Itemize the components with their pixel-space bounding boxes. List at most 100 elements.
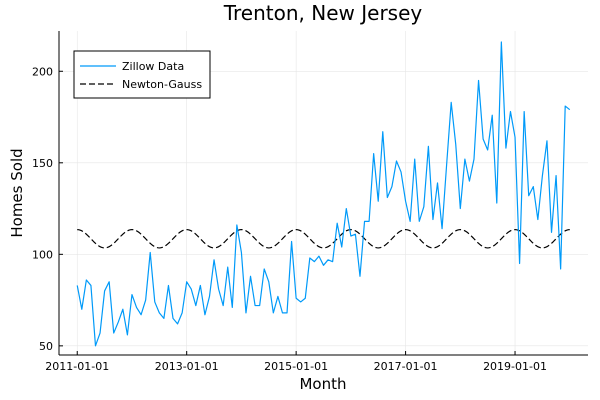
data-point-zillow xyxy=(368,221,370,223)
data-point-zillow xyxy=(159,312,161,314)
data-point-zillow xyxy=(350,235,352,237)
y-tick-label: 200 xyxy=(32,65,53,78)
series-layer xyxy=(76,41,571,347)
data-point-zillow xyxy=(168,285,170,287)
data-point-zillow xyxy=(295,297,297,299)
x-tick-label: 2011-01-01 xyxy=(45,360,109,373)
x-tick-label: 2013-01-01 xyxy=(155,360,219,373)
data-point-zillow xyxy=(373,153,375,155)
data-point-zillow xyxy=(391,186,393,188)
data-point-zillow xyxy=(250,275,252,277)
y-ticks: 50 100 150 200 xyxy=(32,65,63,353)
data-point-zillow xyxy=(359,275,361,277)
data-point-zillow xyxy=(446,164,448,166)
data-point-zillow xyxy=(181,312,183,314)
data-point-zillow xyxy=(149,252,151,254)
data-point-zillow xyxy=(99,332,101,334)
data-point-zillow xyxy=(314,261,316,263)
data-point-zillow xyxy=(186,281,188,283)
data-point-zillow xyxy=(127,334,129,336)
data-point-zillow xyxy=(318,255,320,257)
data-point-zillow xyxy=(254,305,256,307)
data-point-zillow xyxy=(95,345,97,347)
data-point-zillow xyxy=(418,221,420,223)
data-point-zillow xyxy=(86,279,88,281)
data-point-zillow xyxy=(437,182,439,184)
data-point-zillow xyxy=(282,312,284,314)
data-point-zillow xyxy=(76,285,78,287)
data-point-zillow xyxy=(523,111,525,113)
data-point-zillow xyxy=(200,285,202,287)
data-point-zillow xyxy=(473,158,475,160)
data-point-zillow xyxy=(268,281,270,283)
data-point-zillow xyxy=(273,312,275,314)
data-point-zillow xyxy=(514,136,516,138)
legend: Zillow Data Newton-Gauss xyxy=(73,50,211,99)
data-point-zillow xyxy=(195,305,197,307)
data-point-zillow xyxy=(113,332,115,334)
y-tick-label: 150 xyxy=(32,157,53,170)
data-point-zillow xyxy=(263,268,265,270)
data-point-zillow xyxy=(309,257,311,259)
data-point-zillow xyxy=(341,246,343,248)
data-point-zillow xyxy=(487,149,489,151)
data-point-zillow xyxy=(346,208,348,210)
data-point-zillow xyxy=(496,202,498,204)
x-tick-label: 2015-01-01 xyxy=(264,360,328,373)
data-point-zillow xyxy=(537,219,539,221)
data-point-zillow xyxy=(400,171,402,173)
x-axis-title: Month xyxy=(299,375,346,393)
data-point-zillow xyxy=(304,297,306,299)
data-point-zillow xyxy=(140,314,142,316)
data-point-zillow xyxy=(323,265,325,267)
data-point-zillow xyxy=(163,318,165,320)
data-point-zillow xyxy=(177,323,179,325)
data-point-zillow xyxy=(423,206,425,208)
data-point-zillow xyxy=(469,180,471,182)
data-point-zillow xyxy=(555,175,557,177)
data-point-zillow xyxy=(245,312,247,314)
data-point-zillow xyxy=(131,294,133,296)
data-point-zillow xyxy=(300,301,302,303)
x-tick-label: 2017-01-01 xyxy=(374,360,438,373)
data-point-zillow xyxy=(460,208,462,210)
data-point-zillow xyxy=(277,296,279,298)
data-point-zillow xyxy=(104,290,106,292)
y-tick-label: 50 xyxy=(39,340,53,353)
data-point-zillow xyxy=(122,308,124,310)
x-tick-label: 2019-01-01 xyxy=(483,360,547,373)
data-point-zillow xyxy=(428,146,430,148)
data-point-zillow xyxy=(551,232,553,234)
legend-label-zillow-data: Zillow Data xyxy=(122,60,184,73)
data-point-zillow xyxy=(377,200,379,202)
data-point-zillow xyxy=(236,224,238,226)
data-point-zillow xyxy=(560,268,562,270)
data-point-zillow xyxy=(213,259,215,261)
data-point-zillow xyxy=(108,281,110,283)
data-point-zillow xyxy=(136,307,138,309)
data-point-zillow xyxy=(450,102,452,104)
data-point-zillow xyxy=(355,233,357,235)
data-point-zillow xyxy=(204,314,206,316)
y-axis-title: Homes Sold xyxy=(8,148,26,237)
data-point-zillow xyxy=(464,158,466,160)
data-point-zillow xyxy=(455,144,457,146)
data-point-zillow xyxy=(336,222,338,224)
data-point-zillow xyxy=(564,105,566,107)
data-point-zillow xyxy=(241,252,243,254)
data-point-zillow xyxy=(190,288,192,290)
data-point-zillow xyxy=(546,140,548,142)
data-point-zillow xyxy=(81,308,83,310)
data-point-zillow xyxy=(154,301,156,303)
data-point-zillow xyxy=(491,114,493,116)
data-point-zillow xyxy=(542,175,544,177)
data-point-zillow xyxy=(117,321,119,323)
data-point-zillow xyxy=(528,195,530,197)
data-point-zillow xyxy=(432,219,434,221)
series-line-zillow-data xyxy=(76,41,571,347)
y-tick-label: 100 xyxy=(32,248,53,261)
legend-box xyxy=(73,50,211,99)
data-point-zillow xyxy=(505,147,507,149)
data-point-zillow xyxy=(291,241,293,243)
